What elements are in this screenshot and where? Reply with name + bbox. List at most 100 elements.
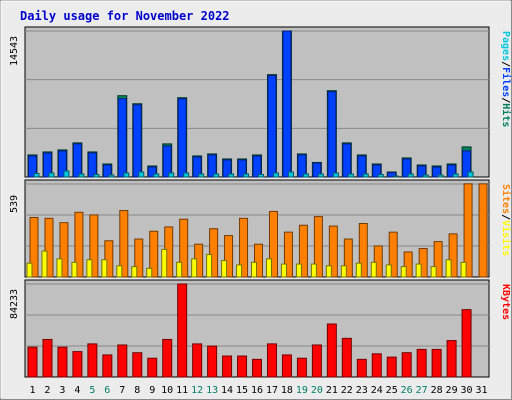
bar-visits-day-30 <box>463 183 473 278</box>
bar-pages-day-8 <box>138 171 145 178</box>
x-tick-label: 23 <box>356 385 368 396</box>
bar-pages-day-3 <box>63 170 70 178</box>
bar-pages-day-12 <box>198 173 205 178</box>
bar-pages-day-4 <box>78 173 85 178</box>
bar-pages-day-19 <box>302 173 309 178</box>
legend-entry: Sites <box>500 184 512 214</box>
bar-visits-day-15 <box>239 217 249 278</box>
bar-kbytes-day-19 <box>296 357 307 378</box>
bar-sites-day-16 <box>251 261 258 278</box>
bar-files-day-18 <box>282 30 292 178</box>
x-tick-label: 27 <box>416 385 428 396</box>
bar-visits-day-3 <box>59 222 69 278</box>
bar-visits-day-21 <box>328 225 338 278</box>
bar-kbytes-day-25 <box>386 356 397 378</box>
bar-pages-day-22 <box>347 173 354 178</box>
legend: Pages/Files/Hits <box>500 31 512 127</box>
bar-kbytes-day-1 <box>27 346 38 378</box>
y-max-label: 14543 <box>9 36 20 66</box>
bar-kbytes-day-28 <box>431 348 442 378</box>
x-tick-label: 26 <box>401 385 413 396</box>
bar-visits-day-16 <box>254 243 264 278</box>
bar-visits-day-22 <box>343 238 353 278</box>
bar-pages-day-28 <box>437 174 444 178</box>
bar-pages-day-23 <box>362 173 369 178</box>
bar-sites-day-18 <box>280 263 287 278</box>
bar-visits-day-14 <box>224 235 234 278</box>
panel-background <box>24 26 490 178</box>
x-tick-label: 12 <box>191 385 203 396</box>
bar-pages-day-7 <box>123 172 130 178</box>
bar-pages-day-26 <box>407 173 414 178</box>
bar-pages-day-16 <box>258 173 265 178</box>
bar-sites-day-7 <box>116 265 123 278</box>
bar-files-day-6 <box>102 164 112 178</box>
bar-pages-day-17 <box>272 172 279 178</box>
bar-files-day-4 <box>72 143 82 178</box>
bar-files-day-29 <box>447 164 457 178</box>
x-tick-label: 25 <box>386 385 398 396</box>
bar-sites-day-9 <box>146 267 153 278</box>
x-tick-label: 19 <box>296 385 308 396</box>
x-tick-label: 24 <box>371 385 383 396</box>
bar-files-day-26 <box>402 158 412 178</box>
bar-sites-day-17 <box>265 258 272 278</box>
x-tick-label: 3 <box>59 385 65 396</box>
bar-pages-day-2 <box>48 172 55 178</box>
legend: KBytes <box>500 284 511 320</box>
bar-kbytes-day-15 <box>237 355 248 378</box>
bar-sites-day-5 <box>86 259 93 278</box>
bar-kbytes-day-5 <box>87 343 98 378</box>
bar-visits-day-7 <box>119 210 129 278</box>
bar-files-day-22 <box>342 143 352 178</box>
x-tick-label: 17 <box>266 385 278 396</box>
bar-sites-day-20 <box>310 263 317 278</box>
bar-visits-day-2 <box>44 217 54 278</box>
bar-kbytes-day-20 <box>311 344 322 378</box>
bar-visits-day-18 <box>283 231 293 278</box>
y-max-label: 84233 <box>9 289 20 319</box>
legend-entry: Visits <box>500 220 512 256</box>
bar-visits-day-13 <box>209 228 219 278</box>
bar-sites-day-6 <box>101 259 108 278</box>
bar-files-day-7 <box>117 98 127 178</box>
x-tick-label: 22 <box>341 385 353 396</box>
bar-pages-day-5 <box>93 173 100 178</box>
bar-files-day-5 <box>87 152 97 178</box>
bar-files-day-13 <box>207 154 217 178</box>
bar-visits-day-8 <box>134 238 144 278</box>
bar-files-day-19 <box>297 154 307 178</box>
bar-sites-day-11 <box>176 261 183 278</box>
legend-entry: Files <box>500 67 512 97</box>
bar-visits-day-28 <box>433 241 443 278</box>
bar-files-day-12 <box>192 156 202 178</box>
x-tick-label: 21 <box>326 385 338 396</box>
bar-kbytes-day-17 <box>266 343 277 378</box>
bar-visits-day-24 <box>373 245 383 278</box>
bar-sites-day-23 <box>355 262 362 278</box>
bar-files-day-15 <box>237 159 247 178</box>
x-tick-label: 28 <box>431 385 443 396</box>
x-tick-label: 9 <box>149 385 155 396</box>
y-max-label: 539 <box>9 195 20 213</box>
bar-pages-day-20 <box>317 173 324 178</box>
x-tick-label: 18 <box>281 385 293 396</box>
x-tick-label: 11 <box>176 385 188 396</box>
bar-pages-day-13 <box>213 173 220 178</box>
bar-pages-day-11 <box>183 172 190 178</box>
bar-files-day-24 <box>372 164 382 178</box>
bar-kbytes-day-3 <box>57 346 68 378</box>
x-tick-label: 7 <box>119 385 125 396</box>
bar-sites-day-29 <box>445 259 452 278</box>
bar-kbytes-day-30 <box>461 309 472 378</box>
bar-sites-day-30 <box>460 261 467 278</box>
legend-entry: / <box>500 97 511 103</box>
x-tick-label: 16 <box>251 385 263 396</box>
bar-pages-day-14 <box>228 173 235 178</box>
x-tick-label: 4 <box>74 385 80 396</box>
bar-files-day-16 <box>252 155 262 178</box>
legend-entry: KBytes <box>500 284 511 320</box>
bar-kbytes-day-23 <box>356 358 367 378</box>
bar-sites-day-27 <box>415 263 422 278</box>
x-tick-label: 1 <box>29 385 35 396</box>
